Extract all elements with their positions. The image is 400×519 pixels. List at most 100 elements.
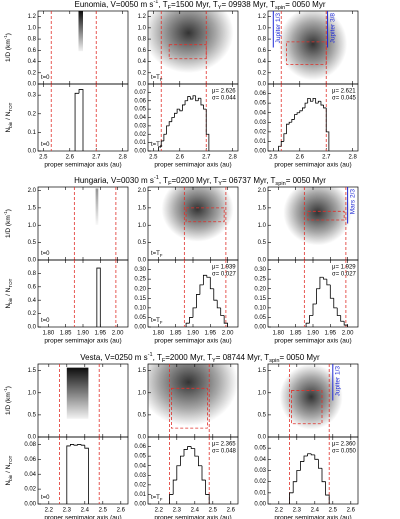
scatter-cloud-group bbox=[66, 367, 89, 419]
histogram-bin bbox=[316, 288, 320, 305]
y-tick-label: 0.0 bbox=[28, 149, 37, 155]
y-tick-label: 2.0 bbox=[138, 188, 147, 194]
x-tick-label: 1.95 bbox=[94, 331, 106, 337]
histogram-bin bbox=[184, 100, 188, 105]
histogram-bin bbox=[172, 479, 177, 495]
y-tick-label: 0.20 bbox=[134, 286, 146, 292]
y-tick-label: 0.8 bbox=[258, 37, 267, 43]
resonance-label: Jupiter 1/3 bbox=[335, 366, 342, 397]
histogram-bin bbox=[294, 114, 298, 120]
text-part: = 0050 Myr bbox=[285, 0, 326, 9]
y-tick-label: 0.06 bbox=[254, 91, 266, 97]
histogram-bin bbox=[216, 300, 221, 309]
y-tick-label: 0.06 bbox=[134, 444, 146, 450]
y-tick-label: 1.0 bbox=[258, 223, 267, 229]
y-tick-label: 0.2 bbox=[138, 70, 147, 76]
x-axis-label: proper semimajor axis (au) bbox=[154, 338, 231, 345]
x-tick-label: 2.6 bbox=[117, 508, 126, 514]
family-title: Eunomia, V=0050 m s-1, TF=1500 Myr, TY= … bbox=[75, 0, 326, 11]
y-tick-label: 0.30 bbox=[134, 267, 146, 273]
text-part: Y bbox=[212, 358, 216, 364]
text-part: N bbox=[5, 303, 12, 308]
histogram-bin bbox=[196, 294, 200, 308]
y-tick-label: 0.0 bbox=[28, 325, 37, 331]
scatter-cloud-group bbox=[278, 11, 348, 81]
text-part: Y bbox=[218, 181, 222, 187]
x-tick-label: 2.5 bbox=[209, 508, 218, 514]
y-tick-label: 0.00 bbox=[254, 502, 266, 508]
histogram-bin bbox=[280, 141, 284, 147]
x-tick-label: 2.00 bbox=[112, 331, 124, 337]
sigma-label: σ= 0.048 bbox=[212, 449, 237, 455]
text-part: , T bbox=[153, 353, 162, 362]
y-tick-label: 1.5 bbox=[28, 205, 37, 211]
histogram-bin bbox=[336, 307, 341, 316]
histogram-bin bbox=[209, 277, 214, 290]
histogram-bin bbox=[70, 444, 74, 446]
histogram-bin bbox=[307, 453, 312, 456]
y-tick-label: 1.0 bbox=[258, 25, 267, 31]
y-tick-label: 0.15 bbox=[134, 296, 146, 302]
histogram-bin bbox=[96, 267, 101, 327]
time-note: t=0 bbox=[41, 318, 50, 324]
text-part: Hungaria, V=0030 m s bbox=[74, 176, 154, 185]
histogram-bin bbox=[84, 445, 89, 504]
y-tick-label: 0.02 bbox=[254, 479, 266, 485]
y-tick-label: 0.0 bbox=[28, 82, 37, 88]
y-tick-label: 0.8 bbox=[28, 37, 37, 43]
text-part: N bbox=[5, 127, 12, 132]
mean-label: μ= 1.939 bbox=[212, 265, 236, 271]
text-part: spin bbox=[275, 181, 285, 187]
text-part: N bbox=[5, 480, 12, 485]
y-tick-label: 0.07 bbox=[134, 90, 146, 96]
y-tick-label: 0.05 bbox=[254, 315, 266, 321]
histogram-bin bbox=[343, 321, 349, 327]
histogram-bin bbox=[190, 446, 195, 449]
text-part: t=T bbox=[151, 142, 160, 148]
resonance-label: Mars 2/3 bbox=[349, 189, 356, 215]
y-tick-label: 1.0 bbox=[138, 223, 147, 229]
time-note: t=0 bbox=[41, 142, 50, 148]
resonance-label: Jupiter 1/3 bbox=[275, 13, 282, 44]
scatter-cloud-group bbox=[161, 187, 234, 242]
x-tick-label: 2.3 bbox=[63, 508, 72, 514]
y-axis-label: Nbin / NTOT bbox=[5, 278, 13, 308]
y-tick-label: 0.0 bbox=[258, 435, 267, 441]
histogram-bin bbox=[176, 108, 180, 114]
x-tick-label: 2.5 bbox=[39, 155, 48, 161]
x-tick-label: 2.4 bbox=[81, 508, 90, 514]
histogram-bin bbox=[213, 288, 218, 301]
text-part: t=0 bbox=[41, 75, 50, 81]
text-part: Vesta, V=0250 m s bbox=[80, 353, 147, 362]
x-tick-label: 2.7 bbox=[322, 155, 331, 161]
y-tick-label: 0.00 bbox=[254, 149, 266, 155]
histogram-bin bbox=[340, 315, 345, 322]
text-part: TOT bbox=[8, 455, 13, 464]
time-note: t=TF bbox=[151, 142, 163, 149]
y-tick-label: 1.0 bbox=[28, 223, 37, 229]
text-part: 1/D (km bbox=[5, 39, 12, 62]
y-tick-label: 1.5 bbox=[28, 368, 37, 374]
histogram-bin bbox=[305, 322, 310, 327]
text-part: 1/D (km bbox=[5, 392, 12, 415]
y-tick-label: 0.06 bbox=[134, 98, 146, 104]
histogram-bin bbox=[168, 121, 172, 126]
text-part: / N bbox=[5, 111, 12, 121]
scatter-cloud bbox=[279, 364, 343, 430]
y-tick-label: 0.00 bbox=[24, 502, 36, 508]
text-part: F bbox=[168, 5, 172, 11]
histogram-bin bbox=[296, 112, 300, 115]
y-tick-label: 0.0 bbox=[258, 258, 267, 264]
y-tick-label: 0.8 bbox=[28, 271, 37, 277]
histogram-bin bbox=[286, 123, 290, 134]
scatter-cloud-group bbox=[279, 364, 343, 430]
text-part: t=0 bbox=[41, 318, 50, 324]
histogram-bin bbox=[318, 459, 322, 469]
y-tick-label: 0.03 bbox=[134, 123, 146, 129]
sigma-label: σ= 0.027 bbox=[212, 272, 237, 278]
y-tick-label: 0.8 bbox=[138, 37, 147, 43]
y-tick-label: 0.00 bbox=[134, 325, 146, 331]
histogram-bin bbox=[300, 461, 304, 471]
y-axis-label: Nbin / NTOT bbox=[5, 455, 13, 485]
x-tick-label: 1.95 bbox=[204, 331, 216, 337]
